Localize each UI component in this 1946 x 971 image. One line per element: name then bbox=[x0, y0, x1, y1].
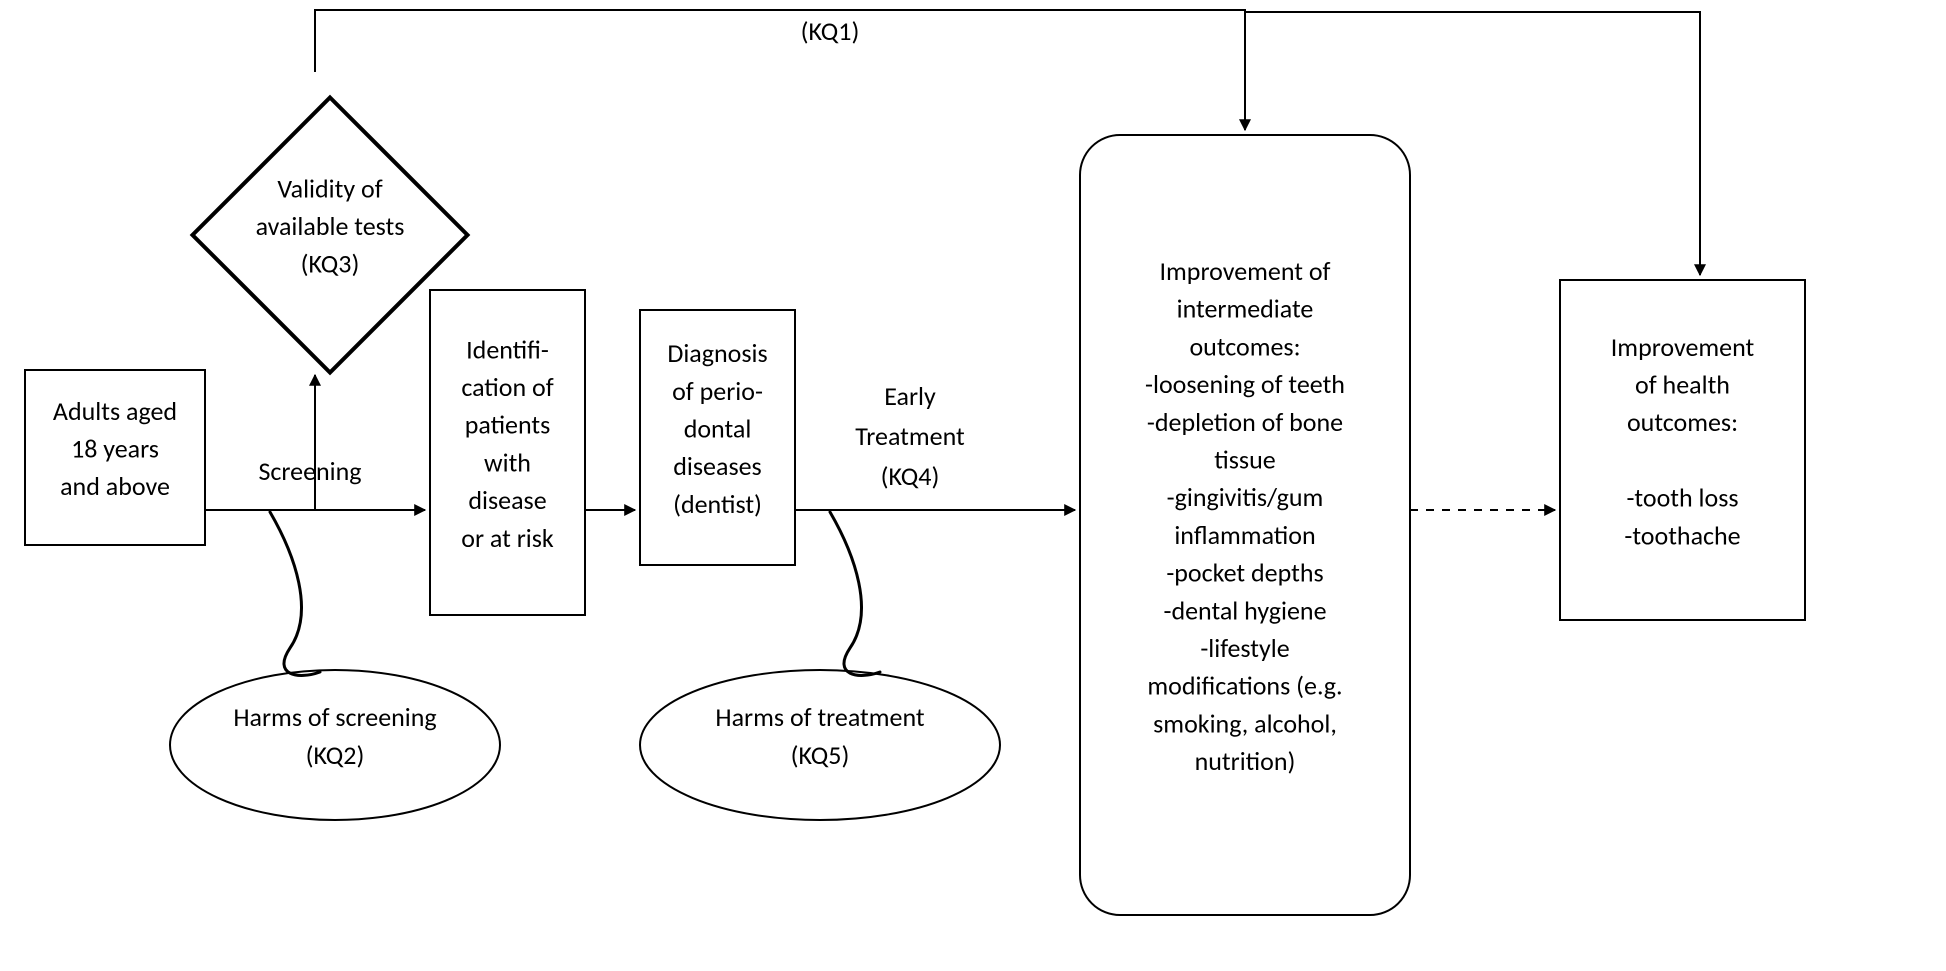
squiggle-sq_treatment bbox=[830, 512, 880, 675]
node-harms_screening: Harms of screening (KQ2) bbox=[170, 670, 500, 820]
node-harms_treatment: Harms of treatment (KQ5) bbox=[640, 670, 1000, 820]
node-diagnosis: Diagnosis of perio-dontal diseases (dentist… bbox=[640, 310, 795, 565]
node-health: Improvement of health outcomes: -tooth loss… bbox=[1560, 280, 1805, 620]
node-identification-text: Identifi- bbox=[466, 333, 549, 365]
node-identification-text: or at risk bbox=[461, 522, 554, 554]
node-health-text: -toothache bbox=[1624, 519, 1740, 551]
node-health-text: Improvement bbox=[1611, 331, 1755, 363]
node-intermediate-text: -depletion of bone bbox=[1147, 406, 1343, 438]
node-intermediate-text: -pocket depths bbox=[1166, 557, 1323, 589]
edge-label-early3: (KQ4) bbox=[881, 460, 940, 492]
node-health-text: outcomes: bbox=[1627, 406, 1738, 438]
node-validity-text: (KQ3) bbox=[301, 248, 360, 280]
edge-label-screening: Screening bbox=[258, 455, 361, 487]
edge-label-kq1: (KQ1) bbox=[801, 15, 860, 47]
node-intermediate-text: outcomes: bbox=[1189, 330, 1300, 362]
edge-e_kq1_b bbox=[1245, 12, 1700, 275]
node-adults-text: and above bbox=[60, 470, 170, 502]
node-intermediate-text: nutrition) bbox=[1195, 745, 1296, 777]
node-intermediate-text: tissue bbox=[1214, 443, 1275, 475]
node-harms_screening-text: Harms of screening bbox=[233, 701, 436, 733]
edge-label-early2: Treatment bbox=[855, 420, 965, 452]
node-diagnosis-text: of perio- bbox=[672, 375, 763, 407]
node-harms_screening-text: (KQ2) bbox=[306, 739, 365, 771]
node-health-text: -tooth loss bbox=[1626, 482, 1738, 514]
node-adults-text: Adults aged bbox=[53, 395, 177, 427]
node-intermediate-text: -dental hygiene bbox=[1163, 594, 1326, 626]
node-diagnosis-text: dontal bbox=[684, 413, 752, 445]
node-health-text: of health bbox=[1635, 368, 1730, 400]
node-diagnosis-text: diseases bbox=[673, 450, 761, 482]
node-intermediate-text: smoking, alcohol, bbox=[1153, 707, 1337, 739]
edge-e_kq1_a bbox=[315, 10, 1245, 130]
node-harms_treatment-text: Harms of treatment bbox=[715, 701, 924, 733]
node-adults: Adults aged 18 years and above bbox=[25, 370, 205, 545]
edge-label-early1: Early bbox=[884, 380, 936, 412]
node-adults-text: 18 years bbox=[71, 433, 159, 465]
node-identification-text: cation of bbox=[461, 371, 553, 403]
node-diagnosis-text: (dentist) bbox=[673, 488, 762, 520]
node-identification: Identifi-cation of patients with disease or … bbox=[430, 290, 585, 615]
node-intermediate-text: modifications (e.g. bbox=[1147, 670, 1342, 702]
node-intermediate: Improvement of intermediate outcomes: -loos… bbox=[1080, 135, 1410, 915]
node-identification-text: patients bbox=[465, 409, 551, 441]
node-intermediate-text: intermediate bbox=[1177, 293, 1314, 325]
squiggle-sq_screening bbox=[270, 512, 320, 675]
node-validity: Validity of available tests (KQ3) bbox=[193, 98, 468, 373]
node-intermediate-text: inflammation bbox=[1174, 519, 1315, 551]
node-identification-text: disease bbox=[468, 484, 546, 516]
node-intermediate-text: -loosening of teeth bbox=[1145, 368, 1345, 400]
node-intermediate-text: -lifestyle bbox=[1200, 632, 1289, 664]
node-intermediate-text: -gingivitis/gum bbox=[1167, 481, 1324, 513]
node-identification-text: with bbox=[484, 446, 531, 478]
node-intermediate-text: Improvement of bbox=[1159, 255, 1330, 287]
node-validity-text: Validity of bbox=[277, 172, 382, 204]
node-diagnosis-text: Diagnosis bbox=[667, 337, 767, 369]
node-validity-text: available tests bbox=[256, 210, 405, 242]
node-harms_treatment-text: (KQ5) bbox=[791, 739, 850, 771]
